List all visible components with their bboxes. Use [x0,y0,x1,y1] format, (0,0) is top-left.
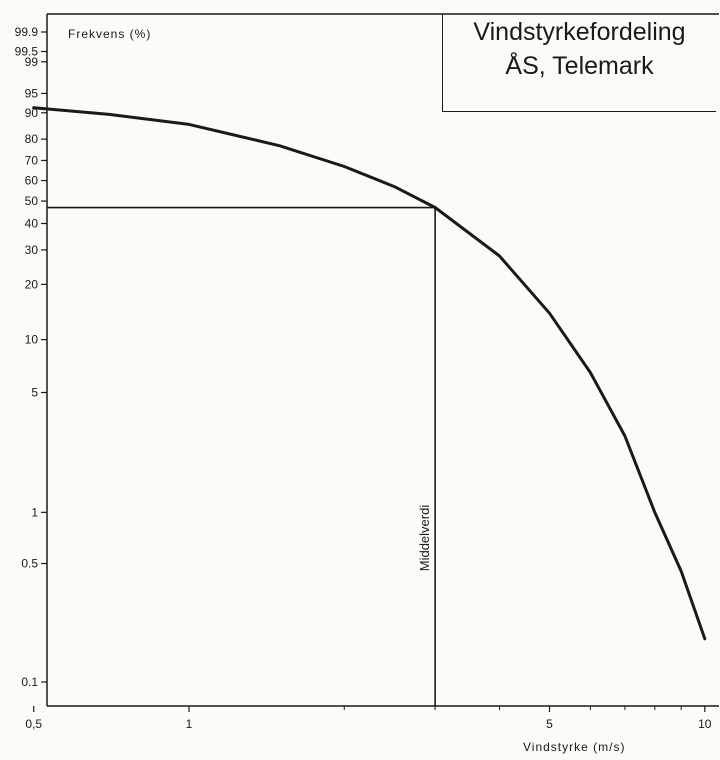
x-axis-label: Vindstyrke (m/s) [523,740,625,754]
y-tick-label: 50 [25,194,39,208]
y-tick-label: 40 [25,217,39,231]
y-tick-label: 10 [25,333,39,347]
y-tick-label: 80 [25,132,39,146]
y-tick-label: 99.9 [15,25,39,39]
x-tick-label: 5 [546,717,553,731]
y-tick-label: 95 [25,86,39,100]
annotation-middelverdi: Middelverdi [417,505,432,572]
series-group [32,106,707,641]
y-tick-label: 99.5 [15,45,39,59]
x-tick-label: 0,5 [25,717,42,731]
y-tick-label: 99 [25,55,39,69]
x-tick-label: 10 [698,717,712,731]
y-tick-label: 5 [31,386,38,400]
chart-subtitle: ÅS, Telemark [505,52,654,80]
chart-title: Vindstyrkefordeling [473,18,686,46]
series-line [32,106,707,641]
y-tick-label: 1 [31,505,38,519]
y-tick-label: 20 [25,277,39,291]
y-tick-label: 60 [25,174,39,188]
mean-value-guides [47,206,436,706]
x-tick-label: 1 [186,717,193,731]
y-tick-label: 0.1 [21,675,38,689]
y-tick-label: 0.5 [21,557,38,571]
title-box: Vindstyrkefordeling ÅS, Telemark [442,14,716,112]
y-tick-label: 30 [25,243,39,257]
y-axis-label: Frekvens (%) [68,27,151,41]
x-axis-ticks: 0,5151020 [25,706,712,731]
y-tick-label: 70 [25,153,39,167]
